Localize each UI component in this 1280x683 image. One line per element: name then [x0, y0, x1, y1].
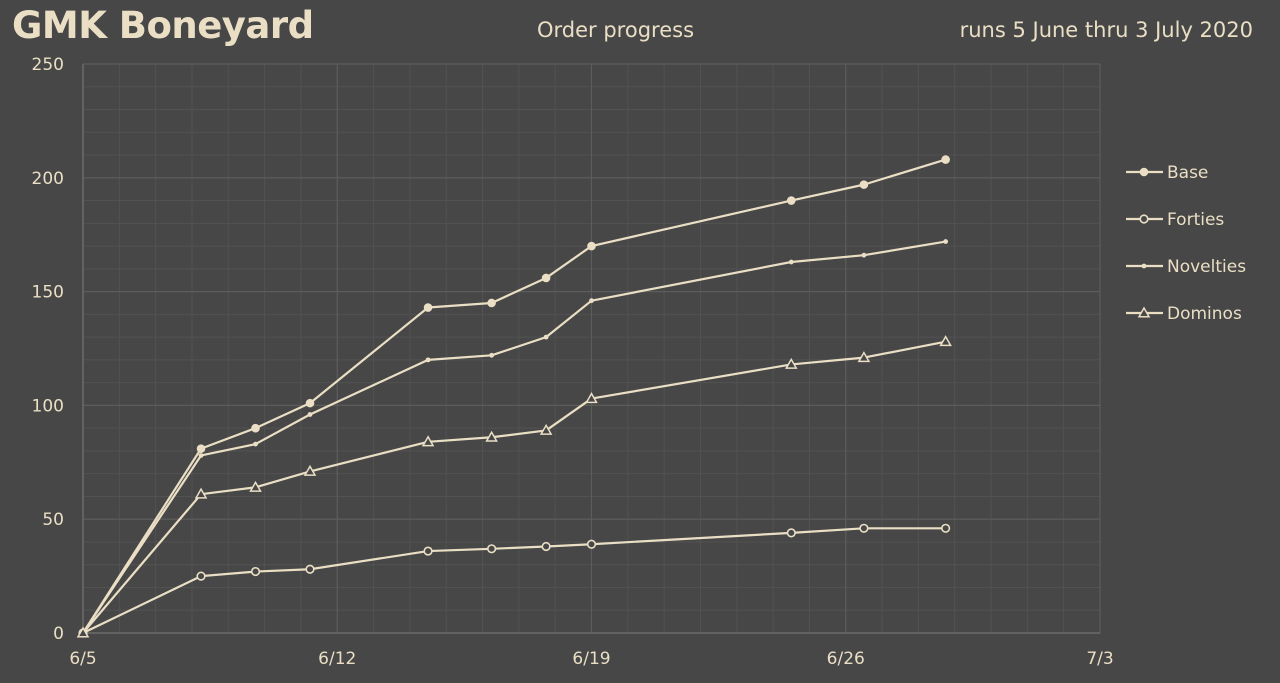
- data-point-forties: [250, 566, 261, 577]
- data-point-base: [196, 444, 206, 453]
- data-point-novelties: [307, 412, 313, 417]
- data-point-novelties: [543, 334, 549, 340]
- data-point-dominos: [303, 464, 317, 476]
- data-point-dominos: [421, 435, 435, 447]
- data-point-forties: [586, 539, 597, 549]
- series-line-forties: [82, 527, 946, 634]
- data-point-forties: [541, 541, 551, 552]
- data-point-base: [859, 180, 869, 189]
- chart-axes: 0 50 100 150 200 250 6/5 6/12 6/19 6/26 7/3: [32, 55, 1114, 669]
- legend-marker-novelties: [1141, 263, 1147, 269]
- y-tick-label: 100: [32, 396, 64, 416]
- data-point-base: [941, 155, 950, 164]
- legend-label-novelties: Novelties: [1167, 257, 1246, 277]
- legend-marker-forties: [1139, 214, 1149, 224]
- data-point-base: [587, 241, 596, 251]
- data-point-dominos: [249, 480, 262, 492]
- data-point-dominos: [485, 430, 498, 442]
- data-point-base: [423, 303, 433, 312]
- data-point-novelties: [861, 252, 867, 258]
- data-point-novelties: [943, 239, 949, 244]
- series-base: [78, 155, 950, 638]
- legend-marker-base: [1139, 167, 1149, 177]
- legend-item-forties: Forties: [1126, 210, 1224, 230]
- data-point-dominos: [76, 626, 90, 638]
- chart-subtitle: Order progress: [537, 18, 695, 42]
- legend-label-base: Base: [1167, 163, 1208, 183]
- data-point-novelties: [425, 357, 431, 363]
- data-point-forties: [859, 523, 869, 533]
- series-line-dominos: [82, 340, 946, 634]
- y-tick-label: 50: [42, 510, 64, 530]
- data-point-forties: [305, 564, 315, 574]
- x-tick-label: 6/5: [69, 649, 96, 669]
- y-tick-label: 200: [32, 169, 64, 189]
- series-forties: [78, 523, 951, 638]
- data-point-forties: [786, 528, 796, 538]
- chart-title: GMK Boneyard: [12, 4, 314, 47]
- data-point-novelties: [489, 352, 495, 358]
- data-point-novelties: [253, 441, 258, 447]
- data-point-base: [305, 398, 315, 408]
- legend-item-novelties: Novelties: [1126, 257, 1246, 277]
- data-point-novelties: [788, 259, 794, 265]
- data-point-dominos: [784, 357, 798, 369]
- x-tick-label: 6/26: [827, 649, 865, 669]
- data-point-forties: [941, 523, 951, 533]
- chart-series: [76, 155, 952, 638]
- y-tick-label: 150: [32, 283, 64, 303]
- chart-legend: Base Forties Novelties Dominos: [1126, 163, 1246, 324]
- data-point-novelties: [198, 453, 204, 458]
- date-range-label: runs 5 June thru 3 July 2020: [959, 18, 1253, 42]
- legend-item-dominos: Dominos: [1126, 304, 1242, 324]
- data-point-dominos: [939, 335, 952, 347]
- data-point-base: [487, 298, 496, 308]
- x-tick-label: 7/3: [1086, 649, 1113, 669]
- x-tick-label: 6/12: [318, 649, 356, 669]
- data-point-dominos: [585, 392, 598, 404]
- data-point-dominos: [857, 351, 871, 363]
- legend-label-dominos: Dominos: [1167, 304, 1242, 324]
- data-point-novelties: [589, 298, 594, 304]
- data-point-base: [251, 423, 260, 433]
- legend-label-forties: Forties: [1167, 210, 1224, 230]
- data-point-base: [786, 196, 796, 205]
- data-point-base: [541, 273, 551, 283]
- series-line-base: [82, 158, 946, 634]
- data-point-dominos: [539, 423, 553, 435]
- legend-item-base: Base: [1126, 163, 1208, 183]
- data-point-dominos: [194, 487, 208, 499]
- legend-marker-dominos: [1137, 306, 1151, 318]
- data-point-forties: [196, 571, 206, 581]
- data-point-forties: [423, 546, 433, 556]
- y-tick-label: 250: [32, 55, 64, 75]
- series-dominos: [76, 335, 952, 638]
- x-tick-label: 6/19: [572, 649, 610, 669]
- y-tick-label: 0: [53, 624, 64, 644]
- data-point-forties: [487, 544, 497, 554]
